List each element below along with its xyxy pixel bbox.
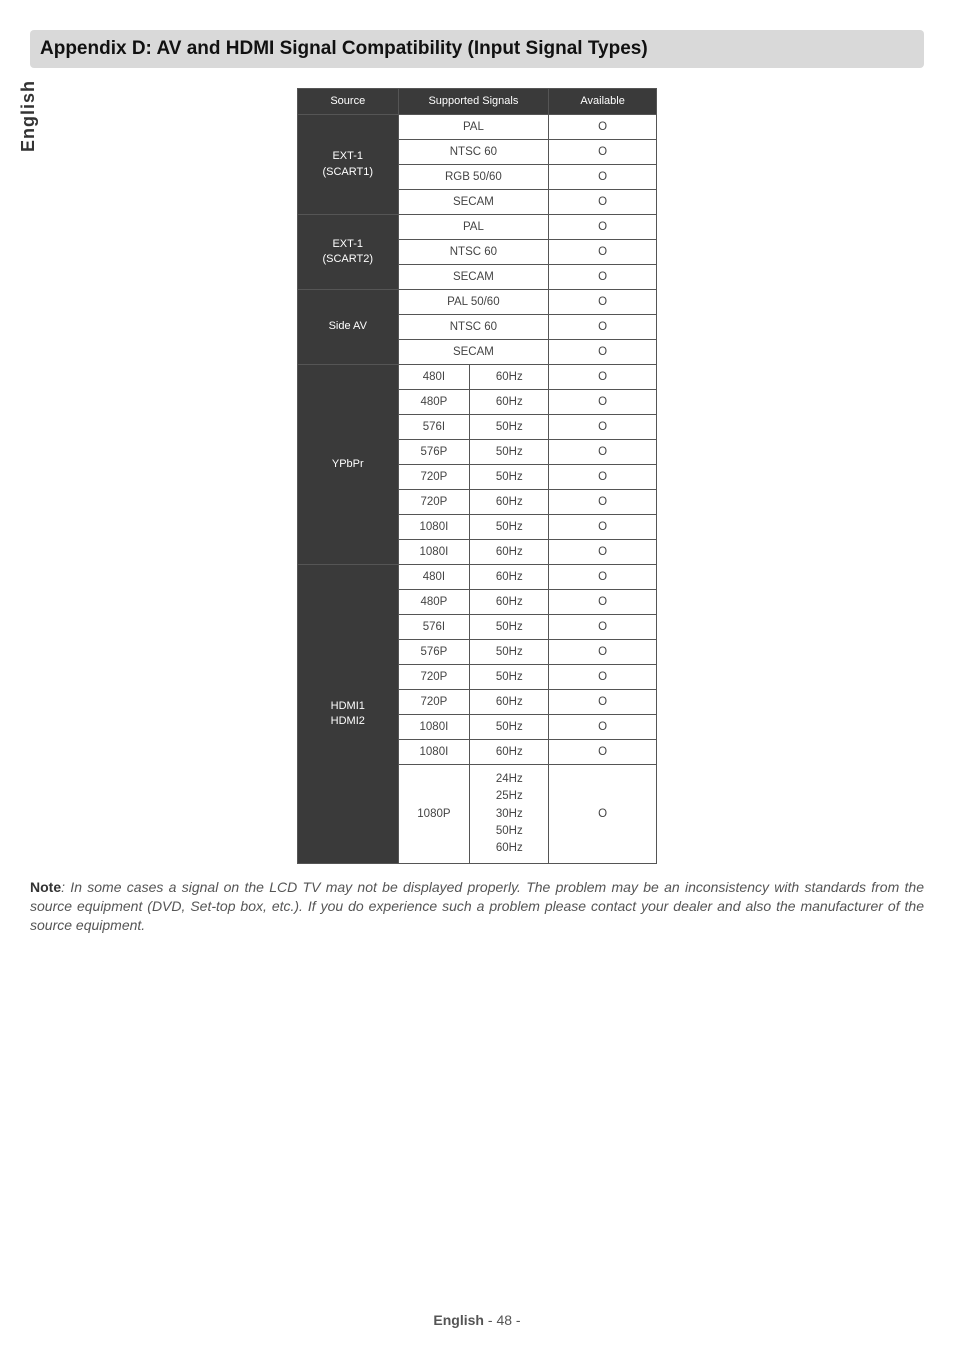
note-text: : In some cases a signal on the LCD TV m… xyxy=(30,879,924,933)
table-row: YPbPr480I60HzO xyxy=(298,365,657,390)
hz-cell: 50Hz xyxy=(470,465,549,490)
page-footer: English - 48 - xyxy=(0,1312,954,1328)
footer-end: - xyxy=(512,1312,521,1328)
footer-sep: - xyxy=(484,1312,496,1328)
available-cell: O xyxy=(549,365,657,390)
signal-cell: 1080I xyxy=(398,715,470,740)
available-cell: O xyxy=(549,690,657,715)
signal-cell: SECAM xyxy=(398,265,549,290)
hz-cell: 50Hz xyxy=(470,515,549,540)
available-cell: O xyxy=(549,440,657,465)
available-cell: O xyxy=(549,215,657,240)
table-row: EXT-1(SCART2)PALO xyxy=(298,215,657,240)
hz-cell: 60Hz xyxy=(470,740,549,765)
hz-cell: 60Hz xyxy=(470,590,549,615)
signal-cell: 720P xyxy=(398,490,470,515)
available-cell: O xyxy=(549,590,657,615)
available-cell: O xyxy=(549,490,657,515)
table-row: Side AVPAL 50/60O xyxy=(298,290,657,315)
signal-cell: NTSC 60 xyxy=(398,315,549,340)
signal-cell: SECAM xyxy=(398,340,549,365)
col-source: Source xyxy=(298,89,399,115)
footer-language: English xyxy=(433,1312,484,1328)
note-label: Note xyxy=(30,879,61,895)
hz-cell: 24Hz25Hz30Hz50Hz60Hz xyxy=(470,765,549,864)
available-cell: O xyxy=(549,390,657,415)
signal-cell: 720P xyxy=(398,465,470,490)
signal-cell: 480I xyxy=(398,365,470,390)
hz-cell: 50Hz xyxy=(470,615,549,640)
signal-cell: 480P xyxy=(398,390,470,415)
available-cell: O xyxy=(549,265,657,290)
hz-cell: 60Hz xyxy=(470,490,549,515)
available-cell: O xyxy=(549,415,657,440)
source-cell: YPbPr xyxy=(298,365,399,565)
hz-cell: 50Hz xyxy=(470,640,549,665)
signal-cell: 1080P xyxy=(398,765,470,864)
available-cell: O xyxy=(549,565,657,590)
available-cell: O xyxy=(549,190,657,215)
available-cell: O xyxy=(549,315,657,340)
signal-cell: PAL xyxy=(398,215,549,240)
source-cell: Side AV xyxy=(298,290,399,365)
language-tab: English xyxy=(18,80,39,152)
hz-cell: 50Hz xyxy=(470,715,549,740)
available-cell: O xyxy=(549,765,657,864)
available-cell: O xyxy=(549,340,657,365)
signal-cell: 1080I xyxy=(398,515,470,540)
hz-cell: 60Hz xyxy=(470,540,549,565)
signal-cell: 720P xyxy=(398,690,470,715)
signal-cell: 1080I xyxy=(398,740,470,765)
table-row: HDMI1HDMI2480I60HzO xyxy=(298,565,657,590)
hz-cell: 60Hz xyxy=(470,365,549,390)
available-cell: O xyxy=(549,715,657,740)
available-cell: O xyxy=(549,290,657,315)
signal-cell: SECAM xyxy=(398,190,549,215)
note-paragraph: Note: In some cases a signal on the LCD … xyxy=(30,878,924,935)
available-cell: O xyxy=(549,665,657,690)
signal-cell: 576I xyxy=(398,615,470,640)
available-cell: O xyxy=(549,465,657,490)
hz-cell: 60Hz xyxy=(470,690,549,715)
available-cell: O xyxy=(549,615,657,640)
hz-cell: 60Hz xyxy=(470,565,549,590)
col-supported-signals: Supported Signals xyxy=(398,89,549,115)
source-cell: HDMI1HDMI2 xyxy=(298,565,399,864)
signal-cell: 480P xyxy=(398,590,470,615)
available-cell: O xyxy=(549,140,657,165)
signal-cell: 720P xyxy=(398,665,470,690)
table-row: EXT-1(SCART1)PALO xyxy=(298,115,657,140)
source-cell: EXT-1(SCART1) xyxy=(298,115,399,215)
page-title: Appendix D: AV and HDMI Signal Compatibi… xyxy=(30,30,924,68)
signal-compat-table: Source Supported Signals Available EXT-1… xyxy=(297,88,657,864)
source-cell: EXT-1(SCART2) xyxy=(298,215,399,290)
signal-cell: PAL 50/60 xyxy=(398,290,549,315)
signal-cell: NTSC 60 xyxy=(398,140,549,165)
signal-cell: 576P xyxy=(398,440,470,465)
signal-cell: PAL xyxy=(398,115,549,140)
available-cell: O xyxy=(549,115,657,140)
signal-cell: 576P xyxy=(398,640,470,665)
col-available: Available xyxy=(549,89,657,115)
available-cell: O xyxy=(549,540,657,565)
signal-cell: 480I xyxy=(398,565,470,590)
hz-cell: 50Hz xyxy=(470,665,549,690)
signal-cell: NTSC 60 xyxy=(398,240,549,265)
signal-cell: 576I xyxy=(398,415,470,440)
available-cell: O xyxy=(549,515,657,540)
signal-cell: RGB 50/60 xyxy=(398,165,549,190)
hz-cell: 50Hz xyxy=(470,440,549,465)
available-cell: O xyxy=(549,740,657,765)
signal-cell: 1080I xyxy=(398,540,470,565)
available-cell: O xyxy=(549,240,657,265)
hz-cell: 50Hz xyxy=(470,415,549,440)
available-cell: O xyxy=(549,640,657,665)
footer-page-number: 48 xyxy=(496,1312,512,1328)
hz-cell: 60Hz xyxy=(470,390,549,415)
available-cell: O xyxy=(549,165,657,190)
